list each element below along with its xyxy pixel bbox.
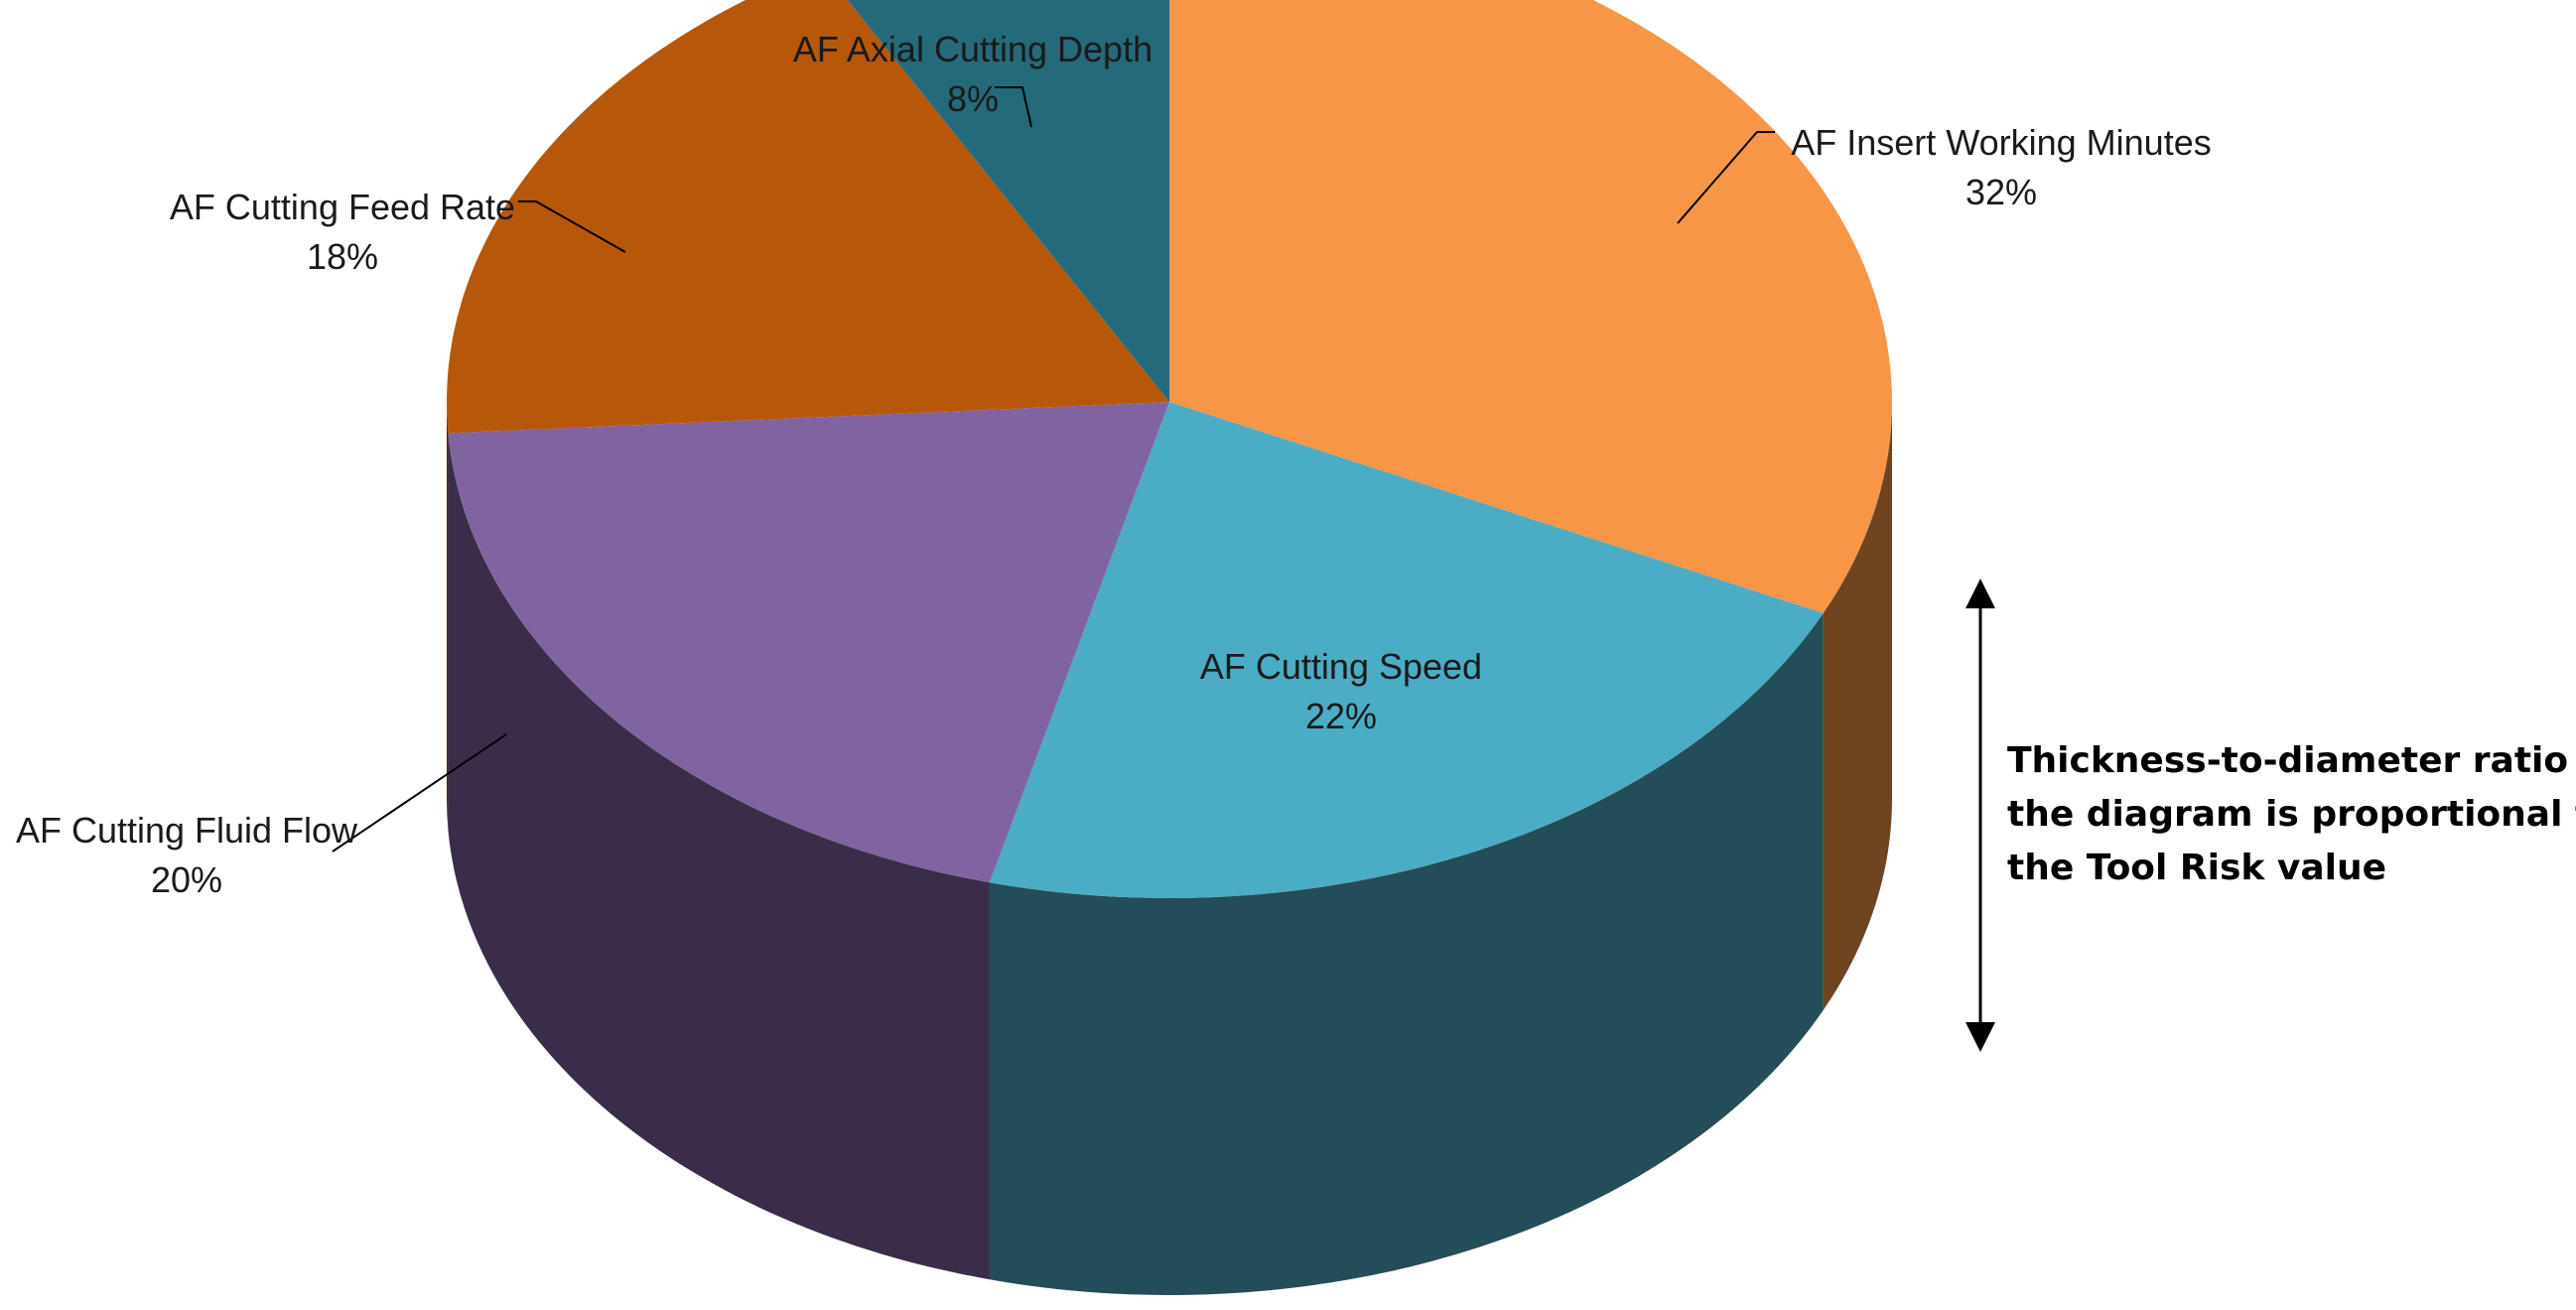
slice-percent-3: 18% (307, 236, 378, 277)
slice-top-2 (448, 402, 1169, 883)
slice-percent-2: 20% (151, 859, 222, 900)
slice-side-1 (989, 612, 1824, 1295)
slice-label-3: AF Cutting Feed Rate (170, 187, 515, 227)
slice-top-3 (447, 0, 1169, 434)
leader-line-4 (995, 86, 1032, 128)
leader-line-3 (518, 200, 626, 253)
thickness-note: Thickness-to-diameter ratio in the diagr… (2007, 734, 2576, 895)
slice-percent-0: 32% (1966, 172, 2037, 212)
slice-top-1 (989, 402, 1824, 898)
note-line-2: the diagram is proportional to (2007, 794, 2576, 835)
pie-sides (447, 402, 1892, 1295)
slice-side-2 (448, 433, 990, 1280)
slice-label-1: AF Cutting Speed (1200, 646, 1482, 687)
note-line-3: the Tool Risk value (2007, 848, 2387, 888)
slice-label-4: AF Axial Cutting Depth (793, 29, 1152, 69)
pie-top-faces (447, 0, 1892, 898)
slice-side-3 (447, 402, 449, 831)
slice-label-2: AF Cutting Fluid Flow (16, 810, 358, 851)
slice-top-4 (847, 0, 1169, 402)
slice-label-0: AF Insert Working Minutes (1791, 122, 2211, 163)
slice-percent-1: 22% (1305, 696, 1377, 736)
leader-lines (332, 86, 1775, 852)
slice-labels: AF Insert Working Minutes 32% AF Cutting S… (16, 29, 2212, 900)
slice-top-0 (1169, 0, 1892, 613)
note-line-1: Thickness-to-diameter ratio in (2007, 740, 2576, 781)
leader-line-0 (1677, 131, 1775, 224)
slice-side-0 (1823, 402, 1892, 1010)
leader-line-2 (332, 733, 507, 852)
slice-percent-4: 8% (947, 78, 999, 119)
